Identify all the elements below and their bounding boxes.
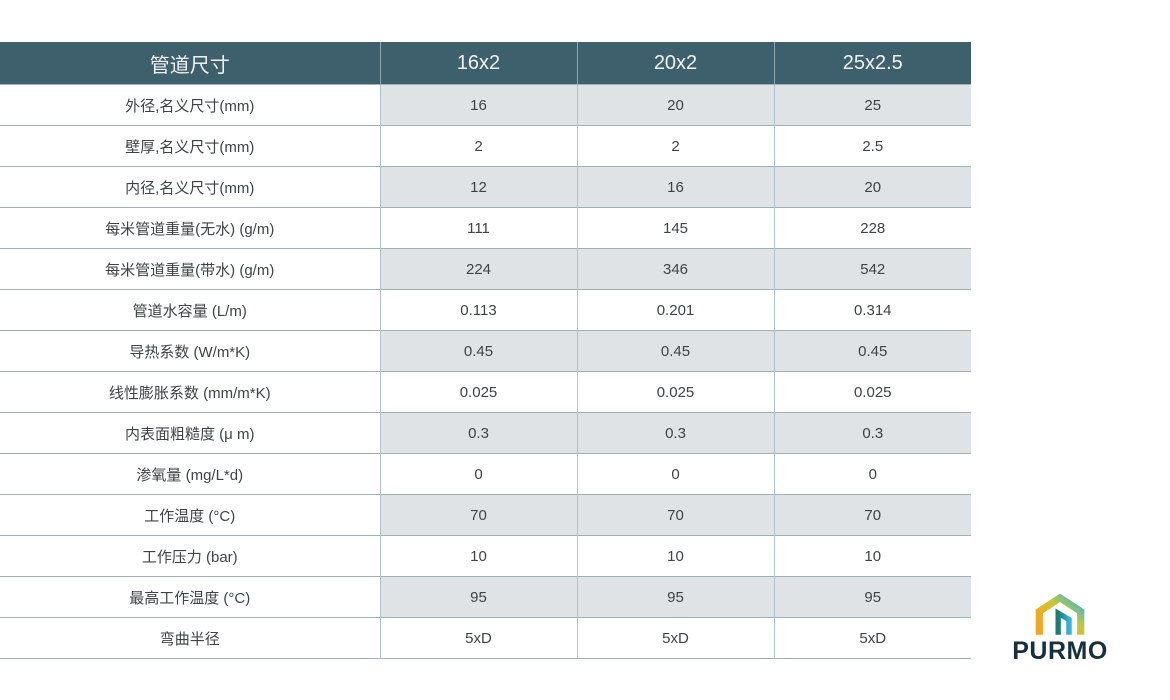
table-row: 渗氧量 (mg/L*d) 0 0 0 bbox=[0, 453, 971, 495]
column-header-16x2: 16x2 bbox=[379, 42, 577, 85]
value-cell: 5xD bbox=[379, 617, 577, 659]
value-cell: 111 bbox=[379, 207, 577, 249]
table-row: 导热系数 (W/m*K) 0.45 0.45 0.45 bbox=[0, 330, 971, 372]
value-cell: 0.025 bbox=[576, 371, 774, 413]
value-cell: 25 bbox=[773, 84, 971, 126]
row-label: 外径,名义尺寸(mm) bbox=[0, 84, 380, 126]
value-cell: 5xD bbox=[576, 617, 774, 659]
header-row: 管道尺寸 16x2 20x2 25x2.5 bbox=[0, 42, 971, 85]
table-row: 外径,名义尺寸(mm) 16 20 25 bbox=[0, 84, 971, 126]
value-cell: 0 bbox=[576, 453, 774, 495]
table-row: 管道水容量 (L/m) 0.113 0.201 0.314 bbox=[0, 289, 971, 331]
table-row: 最高工作温度 (°C) 95 95 95 bbox=[0, 576, 971, 618]
row-label: 内表面粗糙度 (μ m) bbox=[0, 412, 380, 454]
value-cell: 2 bbox=[379, 125, 577, 167]
purmo-logo: PURMO bbox=[1003, 594, 1117, 666]
table-row: 工作压力 (bar) 10 10 10 bbox=[0, 535, 971, 577]
pipe-spec-table: 管道尺寸 16x2 20x2 25x2.5 外径,名义尺寸(mm) 16 20 … bbox=[0, 42, 971, 659]
row-label: 弯曲半径 bbox=[0, 617, 380, 659]
row-label: 工作温度 (°C) bbox=[0, 494, 380, 536]
value-cell: 2.5 bbox=[773, 125, 971, 167]
value-cell: 0 bbox=[773, 453, 971, 495]
row-label: 渗氧量 (mg/L*d) bbox=[0, 453, 380, 495]
value-cell: 0.45 bbox=[773, 330, 971, 372]
table-row: 每米管道重量(无水) (g/m) 111 145 228 bbox=[0, 207, 971, 249]
value-cell: 0.3 bbox=[576, 412, 774, 454]
column-header-25x2-5: 25x2.5 bbox=[773, 42, 971, 85]
table-row: 每米管道重量(带水) (g/m) 224 346 542 bbox=[0, 248, 971, 290]
value-cell: 0.025 bbox=[773, 371, 971, 413]
row-label: 每米管道重量(带水) (g/m) bbox=[0, 248, 380, 290]
value-cell: 10 bbox=[576, 535, 774, 577]
value-cell: 0.201 bbox=[576, 289, 774, 331]
value-cell: 70 bbox=[576, 494, 774, 536]
table-row: 工作温度 (°C) 70 70 70 bbox=[0, 494, 971, 536]
value-cell: 0 bbox=[379, 453, 577, 495]
table-row: 内表面粗糙度 (μ m) 0.3 0.3 0.3 bbox=[0, 412, 971, 454]
value-cell: 0.3 bbox=[773, 412, 971, 454]
purmo-house-icon bbox=[1035, 594, 1085, 635]
table-row: 弯曲半径 5xD 5xD 5xD bbox=[0, 617, 971, 659]
value-cell: 95 bbox=[576, 576, 774, 618]
table-row: 线性膨胀系数 (mm/m*K) 0.025 0.025 0.025 bbox=[0, 371, 971, 413]
value-cell: 145 bbox=[576, 207, 774, 249]
value-cell: 228 bbox=[773, 207, 971, 249]
column-header-20x2: 20x2 bbox=[576, 42, 774, 85]
row-label: 线性膨胀系数 (mm/m*K) bbox=[0, 371, 380, 413]
value-cell: 0.45 bbox=[576, 330, 774, 372]
row-label: 每米管道重量(无水) (g/m) bbox=[0, 207, 380, 249]
value-cell: 0.3 bbox=[379, 412, 577, 454]
value-cell: 346 bbox=[576, 248, 774, 290]
value-cell: 2 bbox=[576, 125, 774, 167]
value-cell: 5xD bbox=[773, 617, 971, 659]
value-cell: 95 bbox=[379, 576, 577, 618]
value-cell: 10 bbox=[379, 535, 577, 577]
row-label: 导热系数 (W/m*K) bbox=[0, 330, 380, 372]
table-row: 壁厚,名义尺寸(mm) 2 2 2.5 bbox=[0, 125, 971, 167]
value-cell: 70 bbox=[773, 494, 971, 536]
value-cell: 0.314 bbox=[773, 289, 971, 331]
row-label: 工作压力 (bar) bbox=[0, 535, 380, 577]
value-cell: 20 bbox=[773, 166, 971, 208]
value-cell: 16 bbox=[576, 166, 774, 208]
row-label: 壁厚,名义尺寸(mm) bbox=[0, 125, 380, 167]
purmo-wordmark: PURMO bbox=[1012, 637, 1108, 665]
value-cell: 0.113 bbox=[379, 289, 577, 331]
value-cell: 10 bbox=[773, 535, 971, 577]
row-label: 最高工作温度 (°C) bbox=[0, 576, 380, 618]
row-label: 内径,名义尺寸(mm) bbox=[0, 166, 380, 208]
value-cell: 542 bbox=[773, 248, 971, 290]
value-cell: 0.45 bbox=[379, 330, 577, 372]
table-row: 内径,名义尺寸(mm) 12 16 20 bbox=[0, 166, 971, 208]
row-label: 管道水容量 (L/m) bbox=[0, 289, 380, 331]
value-cell: 16 bbox=[379, 84, 577, 126]
value-cell: 95 bbox=[773, 576, 971, 618]
value-cell: 20 bbox=[576, 84, 774, 126]
header-label: 管道尺寸 bbox=[0, 42, 380, 85]
value-cell: 0.025 bbox=[379, 371, 577, 413]
value-cell: 70 bbox=[379, 494, 577, 536]
value-cell: 224 bbox=[379, 248, 577, 290]
value-cell: 12 bbox=[379, 166, 577, 208]
spec-table: 管道尺寸 16x2 20x2 25x2.5 外径,名义尺寸(mm) 16 20 … bbox=[0, 42, 971, 659]
